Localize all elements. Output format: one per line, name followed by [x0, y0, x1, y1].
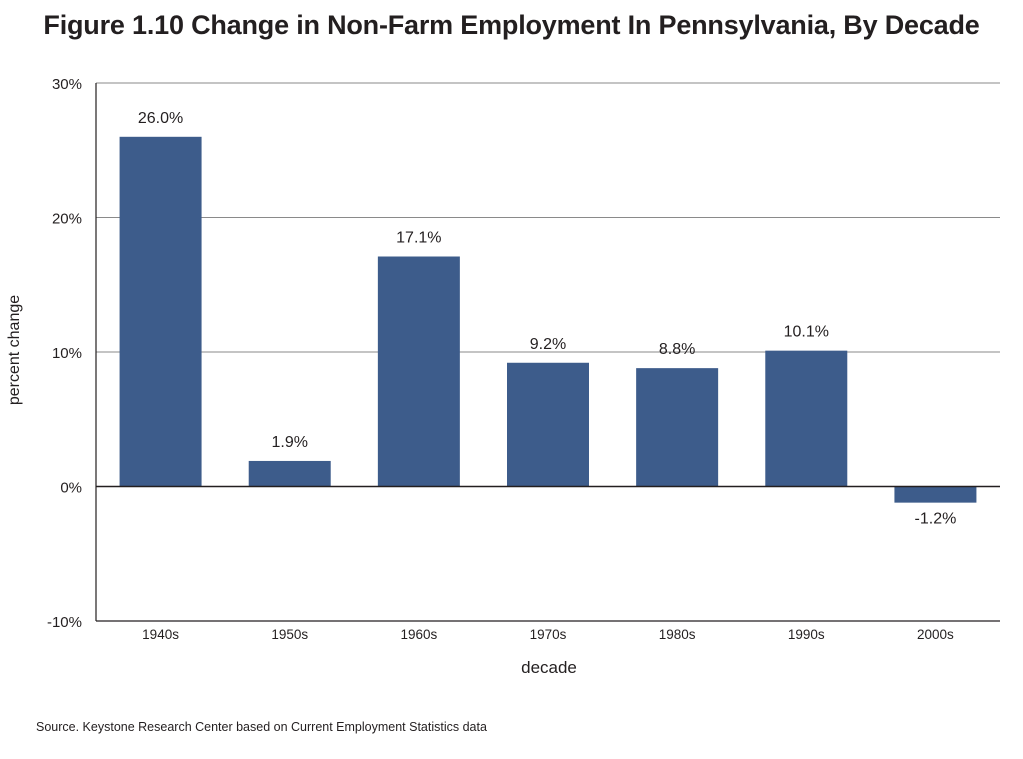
- data-label: 17.1%: [396, 230, 441, 247]
- x-tick-label: 1960s: [400, 627, 437, 642]
- bar: [507, 362, 589, 487]
- y-tick-label: 20%: [52, 211, 82, 228]
- y-tick-label: 30%: [52, 76, 82, 93]
- data-label: 1.9%: [271, 434, 307, 451]
- x-axis-title: decade: [521, 658, 577, 677]
- bar: [119, 136, 202, 487]
- x-tick-label: 2000s: [917, 627, 954, 642]
- x-tick-label: 1940s: [142, 627, 179, 642]
- chart-title: Figure 1.10 Change in Non-Farm Employmen…: [43, 10, 980, 40]
- y-tick-label: -10%: [47, 614, 82, 631]
- bar: [377, 256, 460, 487]
- y-tick-label: 10%: [52, 345, 82, 362]
- data-label: 9.2%: [530, 336, 566, 353]
- bar: [765, 350, 848, 487]
- x-tick-label: 1990s: [788, 627, 825, 642]
- data-label: 26.0%: [138, 110, 183, 127]
- y-axis-title: percent change: [6, 295, 23, 405]
- data-label: -1.2%: [915, 511, 957, 528]
- x-tick-label: 1970s: [530, 627, 567, 642]
- bar: [636, 368, 719, 487]
- data-label: 8.8%: [659, 341, 695, 358]
- x-tick-label: 1980s: [659, 627, 696, 642]
- bar: [248, 460, 331, 487]
- x-tick-label: 1950s: [271, 627, 308, 642]
- data-label: 10.1%: [784, 324, 829, 341]
- bar: [894, 486, 977, 503]
- source-note: Source. Keystone Research Center based o…: [36, 720, 487, 734]
- y-tick-label: 0%: [60, 480, 82, 497]
